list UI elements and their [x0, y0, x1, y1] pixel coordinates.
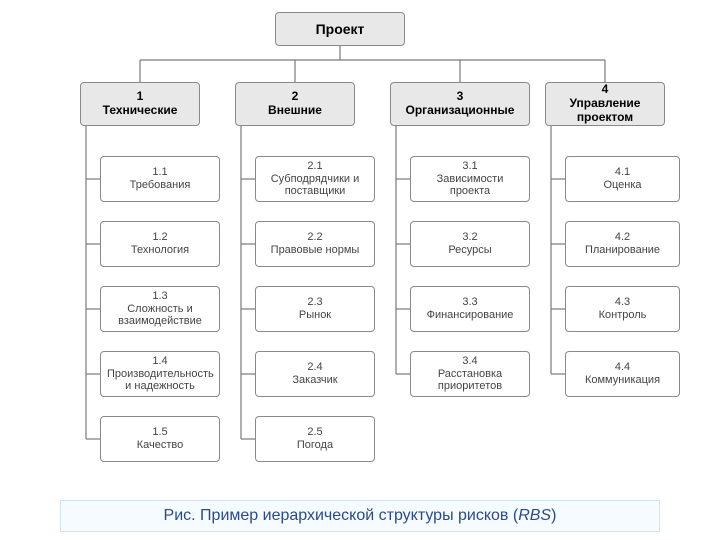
leaf-3-4: 3.4Расстановка приоритетов — [410, 351, 530, 397]
leaf-2-4: 2.4Заказчик — [255, 351, 375, 397]
leaf-1-5: 1.5Качество — [100, 416, 220, 462]
leaf-1-3: 1.3Сложность и взаимодействие — [100, 286, 220, 332]
leaf-4-1: 4.1Оценка — [565, 156, 680, 202]
figure-caption: Рис. Пример иерархической структуры риск… — [60, 500, 660, 532]
caption-ital: RBS — [518, 507, 551, 524]
leaf-2-1: 2.1Субподрядчики и поставщики — [255, 156, 375, 202]
leaf-4-4: 4.4Коммуникация — [565, 351, 680, 397]
leaf-1-2: 1.2Технология — [100, 221, 220, 267]
leaf-2-3: 2.3Рынок — [255, 286, 375, 332]
leaf-4-3: 4.3Контроль — [565, 286, 680, 332]
caption-prefix: Рис. Пример иерархической структуры риск… — [164, 507, 519, 524]
category-4: 4Управление проектом — [545, 82, 665, 126]
category-2: 2Внешние — [235, 82, 355, 126]
leaf-4-2: 4.2Планирование — [565, 221, 680, 267]
leaf-3-1: 3.1Зависимости проекта — [410, 156, 530, 202]
leaf-1-1: 1.1Требования — [100, 156, 220, 202]
category-1: 1Технические — [80, 82, 200, 126]
caption-suffix: ) — [551, 507, 556, 524]
leaf-1-4: 1.4Производительность и надежность — [100, 351, 220, 397]
category-3: 3Организационные — [390, 82, 530, 126]
leaf-2-5: 2.5Погода — [255, 416, 375, 462]
rbs-diagram: Проект 1Технические 2Внешние 3Организационн… — [0, 0, 720, 490]
root-node: Проект — [275, 12, 405, 46]
leaf-3-3: 3.3Финансирование — [410, 286, 530, 332]
leaf-2-2: 2.2Правовые нормы — [255, 221, 375, 267]
leaf-3-2: 3.2Ресурсы — [410, 221, 530, 267]
